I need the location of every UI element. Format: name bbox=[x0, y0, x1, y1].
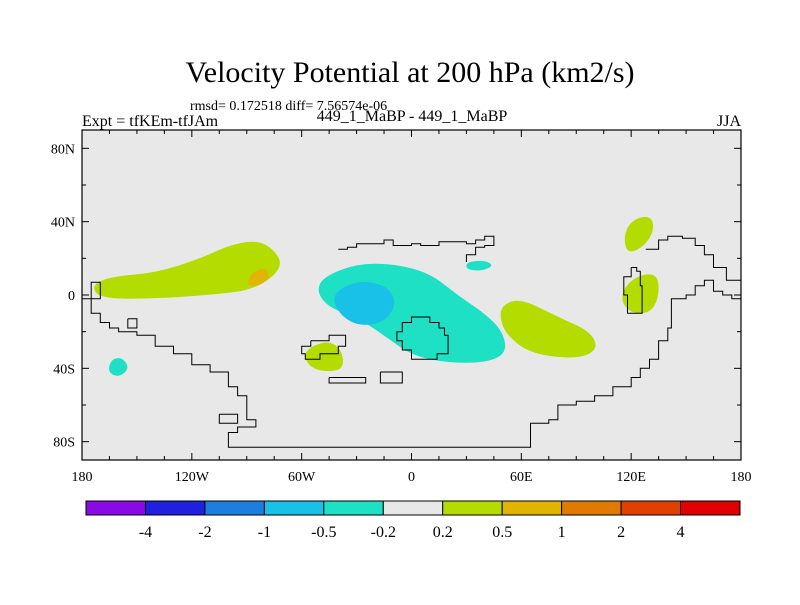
colorbar-label: -2 bbox=[198, 524, 211, 541]
colorbar-label: 2 bbox=[617, 524, 625, 541]
y-tick-label: 40S bbox=[53, 362, 75, 377]
contour-region-1 bbox=[94, 241, 280, 299]
x-tick-label: 180 bbox=[731, 470, 752, 485]
coastline-7 bbox=[645, 235, 741, 286]
plot-title: Velocity Potential at 200 hPa (km2/s) bbox=[185, 56, 634, 89]
x-tick-label: 60W bbox=[288, 470, 316, 485]
coastline-4 bbox=[328, 377, 367, 384]
coastline-8 bbox=[623, 267, 643, 314]
contour-region-3 bbox=[305, 342, 343, 372]
coastline-2 bbox=[338, 235, 495, 262]
colorbar-swatch bbox=[204, 500, 265, 516]
colorbar-label: -4 bbox=[139, 524, 152, 541]
x-tick-label: 60E bbox=[510, 470, 533, 485]
colorbar-swatch bbox=[442, 500, 503, 516]
y-tick-label: 80S bbox=[53, 436, 75, 451]
colorbar-label: 1 bbox=[558, 524, 566, 541]
coastline-9 bbox=[127, 318, 138, 329]
colorbar-label: -0.2 bbox=[371, 524, 396, 541]
colorbar-swatch bbox=[323, 500, 384, 516]
coastline-5 bbox=[379, 371, 403, 384]
x-tick-label: 120W bbox=[175, 470, 210, 485]
colorbar-swatch bbox=[561, 500, 622, 516]
contour-region-2 bbox=[248, 268, 269, 286]
colorbar-swatch bbox=[620, 500, 682, 516]
colorbar-swatch bbox=[85, 500, 146, 516]
x-tick-label: 180 bbox=[72, 470, 93, 485]
center-label: 449_1_MaBP - 449_1_MaBP bbox=[317, 108, 508, 125]
contour-region-9 bbox=[622, 274, 659, 314]
colorbar-swatch bbox=[501, 500, 563, 516]
contour-region-5 bbox=[334, 282, 395, 325]
axis-ticks: 180 120W 60W 0 60E 120E 180 80N 40N 0 40S 80S bbox=[51, 130, 752, 485]
colorbar-label: -0.5 bbox=[311, 524, 336, 541]
coastline-10 bbox=[218, 413, 239, 424]
coastline-layer bbox=[82, 235, 741, 448]
right-label: JJA bbox=[717, 113, 741, 130]
colorbar-swatch bbox=[145, 500, 206, 516]
contour-region-7 bbox=[500, 300, 596, 358]
y-tick-label: 80N bbox=[51, 142, 75, 157]
colorbar-label: -1 bbox=[258, 524, 271, 541]
colorbar-label: 0.5 bbox=[492, 524, 512, 541]
contour-region-8 bbox=[624, 216, 654, 252]
x-tick-label: 0 bbox=[408, 470, 415, 485]
coastline-6 bbox=[396, 316, 449, 360]
x-tick-label: 120E bbox=[616, 470, 646, 485]
colorbar-label: 0.2 bbox=[433, 524, 453, 541]
coastline-1 bbox=[82, 279, 741, 448]
stats-line: rmsd= 0.172518 diff= 7.56574e-06 bbox=[190, 99, 387, 114]
left-label: Expt = tfKEm-tfJAm bbox=[82, 113, 219, 130]
colorbar-label: 4 bbox=[677, 524, 685, 541]
coastline-3 bbox=[301, 334, 347, 360]
contour-layer bbox=[94, 216, 659, 376]
colorbar-swatch bbox=[263, 500, 325, 516]
y-tick-label: 0 bbox=[68, 289, 75, 304]
colorbar-swatch bbox=[382, 500, 444, 516]
y-tick-label: 40N bbox=[51, 216, 75, 231]
colorbar-swatch bbox=[680, 500, 741, 516]
contour-region-6 bbox=[466, 260, 492, 271]
contour-region-10 bbox=[109, 358, 128, 376]
colorbar: -4 -2 -1 -0.5 -0.2 0.2 0.5 1 2 4 bbox=[85, 500, 741, 541]
